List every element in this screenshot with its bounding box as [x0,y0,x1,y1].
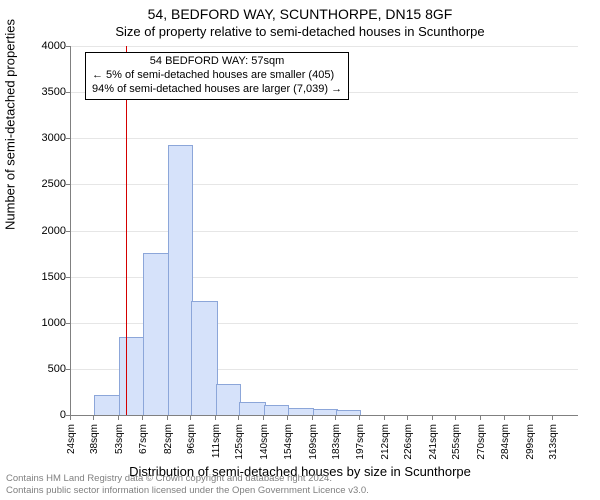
histogram-bar [313,409,338,415]
chart-container: 54, BEDFORD WAY, SCUNTHORPE, DN15 8GF Si… [0,0,600,500]
attribution-footer: Contains HM Land Registry data © Crown c… [6,473,369,496]
y-tick-label: 1500 [26,271,66,283]
y-tick-label: 2500 [26,178,66,190]
x-tick-mark [263,416,264,420]
x-tick-mark [455,416,456,420]
y-tick-label: 0 [26,409,66,421]
y-axis-label: Number of semi-detached properties [3,19,18,230]
histogram-bar [191,301,218,415]
x-tick-mark [384,416,385,420]
gridline [71,184,578,185]
x-tick-mark [432,416,433,420]
chart-title: 54, BEDFORD WAY, SCUNTHORPE, DN15 8GF [0,6,600,22]
reference-line [126,46,127,415]
x-tick-mark [359,416,360,420]
x-tick-mark [215,416,216,420]
x-tick-mark [504,416,505,420]
x-tick-mark [70,416,71,420]
y-tick-label: 3500 [26,86,66,98]
x-tick-mark [407,416,408,420]
y-tick-label: 500 [26,363,66,375]
y-tick-label: 1000 [26,317,66,329]
histogram-bar [264,405,289,415]
gridline [71,138,578,139]
annotation-line1: 54 BEDFORD WAY: 57sqm [92,55,342,69]
x-tick-mark [529,416,530,420]
x-tick-mark [335,416,336,420]
y-tick-label: 3000 [26,132,66,144]
x-tick-mark [93,416,94,420]
histogram-bar [168,145,193,415]
histogram-bar [119,337,144,415]
histogram-bar [336,410,361,415]
annotation-line2: ← 5% of semi-detached houses are smaller… [92,69,342,83]
x-tick-mark [480,416,481,420]
x-tick-mark [312,416,313,420]
y-tick-label: 2000 [26,225,66,237]
histogram-bar [216,384,241,415]
annotation-line3: 94% of semi-detached houses are larger (… [92,83,342,97]
x-tick-mark [287,416,288,420]
histogram-bar [143,253,170,415]
x-tick-label: 313sqm [548,424,600,460]
plot-area: 54 BEDFORD WAY: 57sqm ← 5% of semi-detac… [70,46,578,416]
histogram-bar [94,395,121,415]
chart-subtitle: Size of property relative to semi-detach… [0,24,600,39]
histogram-bar [288,408,315,415]
x-tick-mark [190,416,191,420]
x-tick-mark [238,416,239,420]
gridline [71,231,578,232]
x-tick-mark [118,416,119,420]
footer-line2: Contains public sector information licen… [6,485,369,496]
x-tick-mark [142,416,143,420]
histogram-bar [239,402,266,415]
gridline [71,46,578,47]
y-tick-label: 4000 [26,40,66,52]
x-tick-mark [552,416,553,420]
annotation-box: 54 BEDFORD WAY: 57sqm ← 5% of semi-detac… [85,52,349,100]
x-tick-mark [167,416,168,420]
footer-line1: Contains HM Land Registry data © Crown c… [6,473,369,484]
